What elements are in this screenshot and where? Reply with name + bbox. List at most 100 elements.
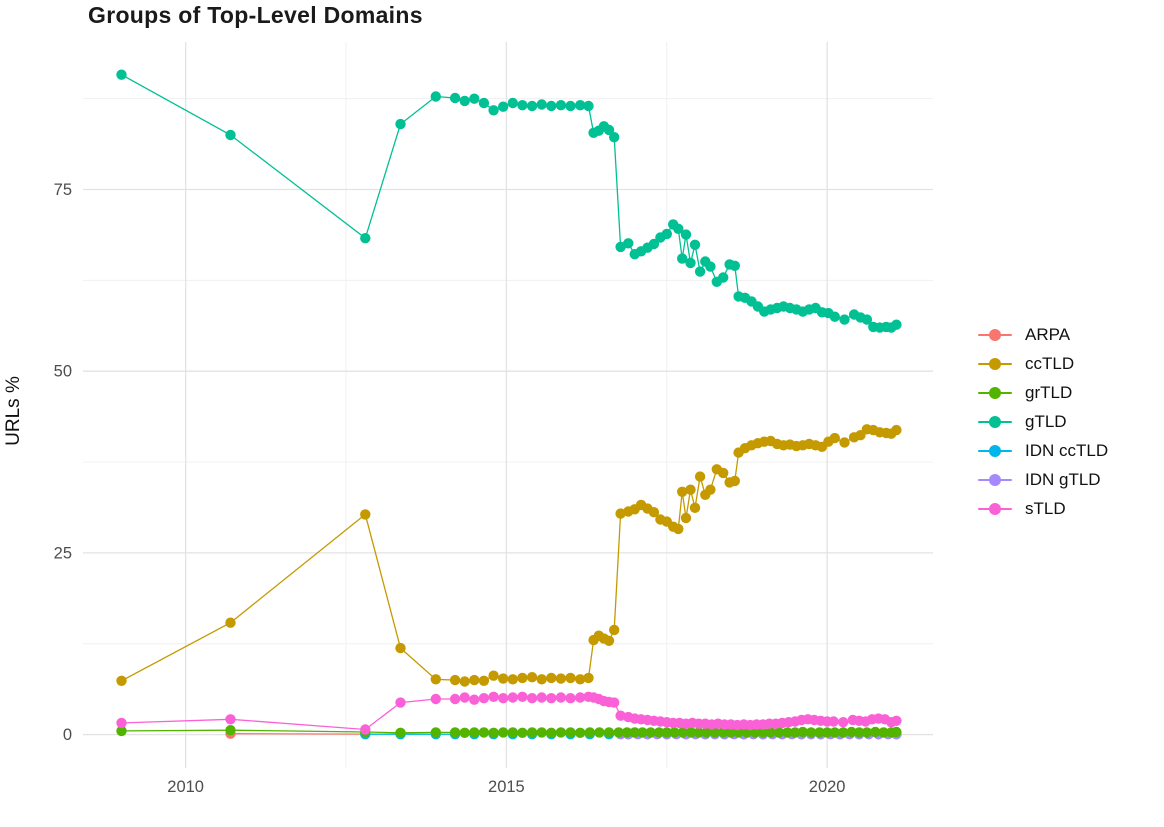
- data-point: [507, 692, 518, 703]
- data-point: [555, 673, 567, 684]
- data-point: [846, 726, 857, 738]
- data-point: [583, 100, 594, 112]
- y-tick-label: 25: [54, 544, 72, 562]
- data-point: [709, 727, 721, 738]
- y-tick-label: 0: [63, 726, 72, 744]
- data-point: [575, 692, 586, 703]
- data-point: [653, 727, 665, 738]
- data-point: [395, 118, 406, 130]
- data-point: [575, 100, 586, 111]
- arpa-key-icon: [978, 328, 1012, 342]
- data-point: [689, 239, 701, 250]
- data-point: [565, 100, 576, 112]
- grtld-key-icon: [978, 386, 1012, 400]
- data-point: [701, 727, 712, 738]
- data-point: [546, 672, 557, 684]
- axis-tick-labels: 0 25 50 75 2010 2015 2020: [54, 181, 846, 796]
- legend-item-grtld: grTLD: [978, 378, 1108, 407]
- legend-item-idn-cctld: IDN ccTLD: [978, 436, 1108, 465]
- series-gTLD: [116, 69, 902, 333]
- legend-label: ARPA: [1025, 324, 1071, 344]
- data-point: [729, 475, 740, 487]
- series-ccTLD: [116, 424, 902, 687]
- data-point: [677, 727, 688, 738]
- y-tick-label: 75: [54, 181, 72, 199]
- data-point: [498, 693, 509, 704]
- data-point: [507, 727, 518, 738]
- data-point: [498, 673, 509, 684]
- legend-item-gtld: gTLD: [978, 407, 1108, 436]
- legend: ARPA ccTLD grTLD gTLD IDN ccTLD IDN gTLD…: [978, 320, 1108, 523]
- series-grTLD: [116, 725, 902, 738]
- data-point: [430, 91, 441, 102]
- data-point: [603, 727, 615, 738]
- legend-label: sTLD: [1025, 498, 1066, 518]
- data-point: [861, 727, 873, 738]
- data-point: [225, 129, 236, 141]
- data-point: [469, 694, 480, 705]
- data-point: [680, 512, 692, 524]
- data-point: [839, 437, 850, 448]
- data-point: [478, 675, 490, 686]
- data-point: [673, 523, 684, 535]
- data-point: [797, 726, 808, 738]
- data-point: [609, 132, 620, 143]
- data-point: [430, 693, 441, 705]
- idn-cctld-key-icon: [978, 444, 1012, 458]
- data-point: [609, 697, 620, 708]
- data-point: [449, 693, 461, 705]
- data-point: [718, 727, 729, 738]
- data-point: [645, 727, 656, 738]
- data-point: [517, 672, 528, 684]
- series-sTLD: [116, 691, 902, 735]
- data-point: [689, 502, 701, 513]
- data-point: [583, 672, 594, 684]
- data-point: [469, 674, 480, 686]
- data-point: [782, 727, 793, 738]
- data-point: [609, 624, 620, 636]
- data-point: [526, 672, 538, 683]
- data-point: [805, 727, 817, 738]
- data-point: [828, 716, 839, 727]
- data-point: [478, 97, 490, 109]
- data-point: [789, 727, 801, 738]
- data-point: [693, 727, 704, 738]
- data-point: [360, 724, 371, 735]
- data-point: [891, 726, 902, 738]
- data-point: [498, 101, 509, 112]
- data-point: [838, 717, 849, 728]
- gtld-key-icon: [978, 415, 1012, 429]
- data-point: [360, 509, 371, 520]
- data-point: [575, 727, 586, 738]
- data-point: [488, 691, 499, 702]
- data-point: [116, 725, 127, 737]
- data-point: [469, 727, 480, 738]
- data-point: [685, 484, 696, 495]
- data-point: [507, 674, 518, 685]
- data-point: [459, 727, 470, 738]
- data-point: [225, 617, 236, 628]
- data-point: [629, 727, 640, 738]
- data-point: [829, 311, 840, 322]
- data-point: [459, 95, 470, 107]
- data-point: [685, 257, 696, 269]
- data-point: [661, 727, 672, 738]
- data-point: [395, 727, 406, 738]
- data-point: [546, 100, 557, 112]
- legend-label: ccTLD: [1025, 353, 1075, 373]
- data-point: [621, 727, 633, 738]
- x-tick-label: 2010: [167, 778, 204, 796]
- data-point: [575, 674, 586, 685]
- idn-gtld-key-icon: [978, 473, 1012, 487]
- data-point: [225, 725, 236, 736]
- data-point: [750, 727, 761, 738]
- data-point: [891, 715, 902, 726]
- data-point: [449, 674, 461, 686]
- data-point: [498, 727, 509, 738]
- data-point: [459, 676, 470, 687]
- data-point: [705, 261, 716, 272]
- data-point: [488, 727, 499, 738]
- data-point: [565, 672, 576, 684]
